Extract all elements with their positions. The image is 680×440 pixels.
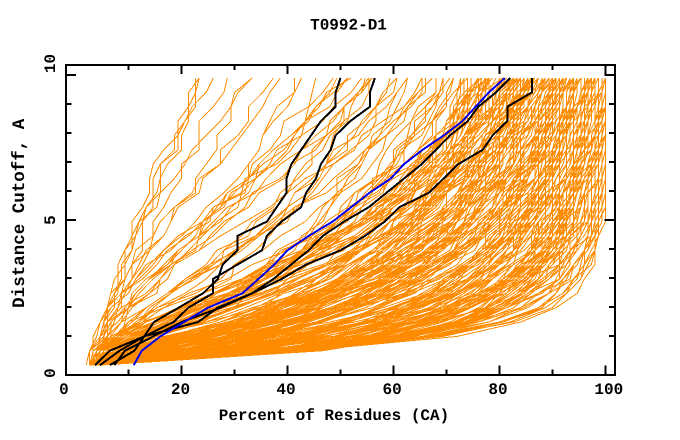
svg-text:20: 20 (171, 381, 190, 399)
svg-text:5: 5 (42, 215, 60, 225)
svg-text:T0992-D1: T0992-D1 (310, 17, 387, 35)
svg-text:Distance Cutoff, A: Distance Cutoff, A (10, 118, 30, 308)
svg-text:100: 100 (594, 381, 623, 399)
svg-text:0: 0 (42, 368, 60, 378)
svg-text:Percent of Residues (CA): Percent of Residues (CA) (219, 407, 449, 425)
svg-text:10: 10 (42, 54, 60, 73)
svg-text:80: 80 (488, 381, 507, 399)
svg-text:0: 0 (59, 381, 69, 399)
svg-text:60: 60 (382, 381, 401, 399)
svg-text:40: 40 (276, 381, 295, 399)
